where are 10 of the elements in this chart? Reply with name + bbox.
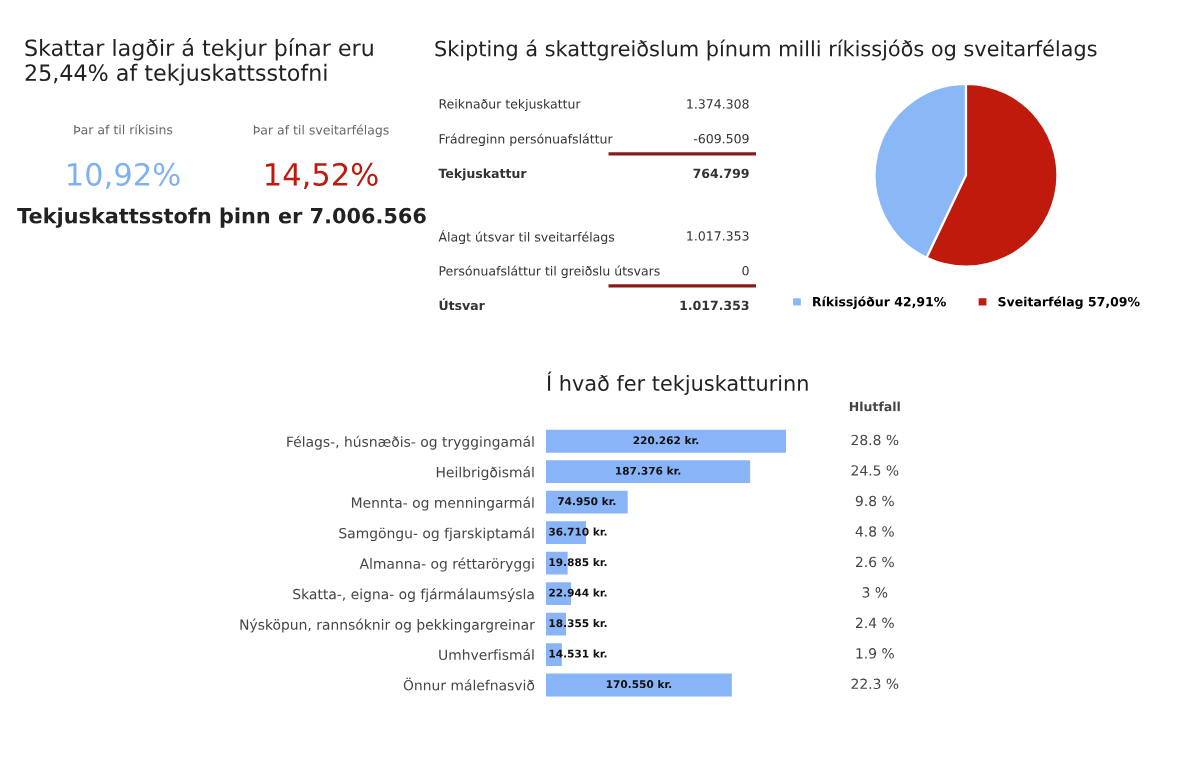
chart-title: Í hvað fer tekjuskatturinn: [547, 371, 808, 396]
bar: [546, 429, 786, 453]
text: Skattar lagðir á tekjur þínar eru 25,44% af tekjuskattsstofni: [25, 38, 373, 86]
bar: [546, 460, 751, 484]
chart-title: Skipting á skattgreiðslum þínum milli ríkissjóðs og sveitarfélags: [435, 39, 1097, 61]
bar: [546, 673, 732, 697]
text: 14,52%: [266, 162, 378, 190]
bar: [546, 490, 628, 514]
text: 10,92%: [68, 162, 180, 190]
text: Tekjuskattsstofn þinn er 7.006.566: [17, 207, 426, 228]
